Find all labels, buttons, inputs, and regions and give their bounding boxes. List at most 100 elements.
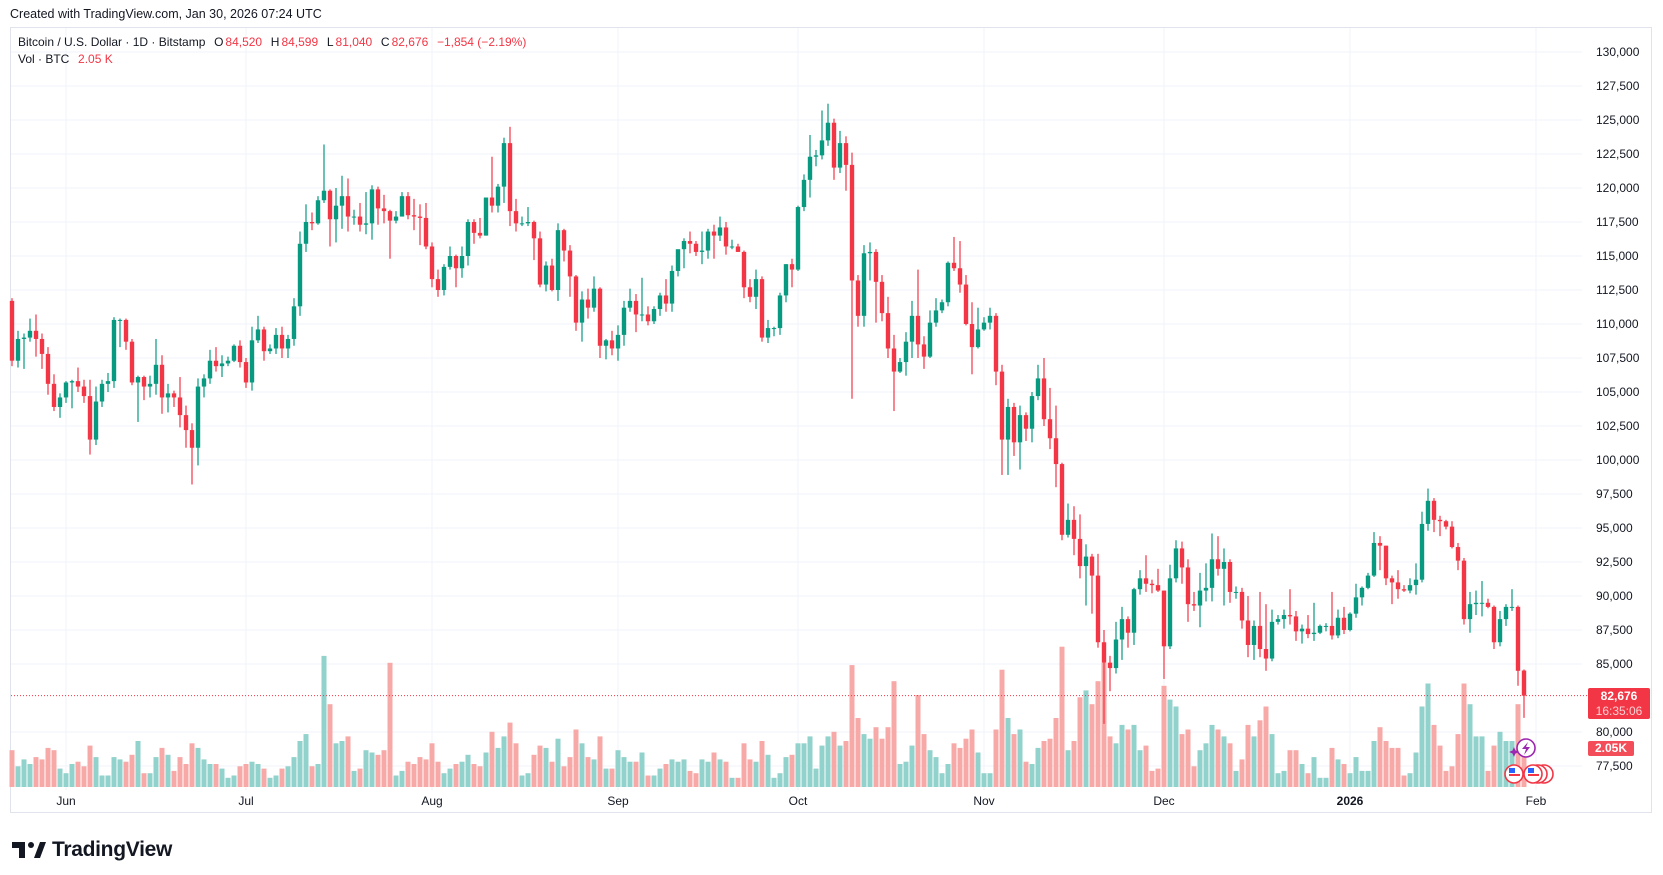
candle <box>1383 545 1389 586</box>
candle-body <box>753 279 759 297</box>
candle <box>1059 462 1065 541</box>
volume-bar <box>777 773 783 787</box>
candle-body <box>885 313 891 349</box>
candle-body <box>627 300 633 308</box>
grid <box>11 28 1582 790</box>
candle <box>135 375 141 422</box>
candle <box>51 374 57 412</box>
candle <box>273 328 279 354</box>
candle <box>639 277 645 322</box>
volume-bar <box>1329 747 1335 787</box>
candle <box>1209 533 1215 602</box>
candle <box>1251 620 1257 660</box>
candle-body <box>843 143 849 165</box>
volume-bar <box>1503 741 1509 787</box>
candle <box>255 315 261 344</box>
volume-bar <box>849 665 855 787</box>
symbol-title[interactable]: Bitcoin / U.S. Dollar · 1D · Bitstamp <box>18 35 206 49</box>
volume-bar <box>621 757 627 787</box>
candle-body <box>867 251 873 254</box>
volume-bar <box>1167 699 1173 787</box>
candle-body <box>477 232 483 236</box>
candle-body <box>1071 519 1077 539</box>
candle-body <box>1113 639 1119 669</box>
candle-body <box>591 288 597 308</box>
volume-bar <box>105 775 111 787</box>
candle <box>615 325 621 361</box>
volume-title[interactable]: Vol · BTC <box>18 52 70 66</box>
volume-bar <box>1215 729 1221 787</box>
volume-bar <box>1401 775 1407 787</box>
volume-bar <box>1467 704 1473 787</box>
candle-body <box>1299 628 1305 632</box>
candle <box>1419 511 1425 583</box>
time-tick-label: Sep <box>607 794 629 808</box>
candle-body <box>669 270 675 304</box>
created-with-caption: Created with TradingView.com, Jan 30, 20… <box>10 7 322 21</box>
candle-body <box>39 338 45 354</box>
candle-body <box>597 288 603 346</box>
logo-text: TradingView <box>52 838 173 861</box>
volume-bar <box>483 752 489 787</box>
candle-body <box>1107 662 1113 669</box>
candle-body <box>795 207 801 270</box>
candle <box>909 300 915 358</box>
candle <box>453 254 459 288</box>
volume-bar <box>591 759 597 787</box>
volume-bar <box>1017 729 1023 787</box>
candle <box>1281 609 1287 629</box>
candle <box>837 130 843 174</box>
candle <box>1011 402 1017 456</box>
candle <box>567 245 573 297</box>
tradingview-logo[interactable]: TradingView <box>12 838 172 862</box>
candle-body <box>189 430 195 448</box>
candle <box>609 330 615 356</box>
candle <box>93 386 99 446</box>
candle <box>621 300 627 346</box>
candle <box>969 302 975 375</box>
candle <box>1041 358 1047 426</box>
candle <box>363 192 369 235</box>
volume-bar <box>1071 741 1077 787</box>
volume-bar <box>1209 724 1215 787</box>
volume-bar <box>117 759 123 787</box>
candle-body <box>1479 602 1485 604</box>
candle-body <box>471 222 477 233</box>
candle <box>633 294 639 333</box>
candle <box>531 220 537 261</box>
candle <box>957 241 963 293</box>
volume-bar <box>315 764 321 787</box>
volume-bar <box>981 773 987 787</box>
candle-body <box>771 328 777 330</box>
volume-bar <box>711 752 717 787</box>
volume-bar <box>1125 729 1131 787</box>
candle <box>117 318 123 348</box>
candle <box>1089 553 1095 614</box>
candle <box>417 204 423 246</box>
candle-body <box>1515 606 1521 671</box>
candle <box>675 249 681 277</box>
candle-body <box>333 205 339 220</box>
candle-body <box>1209 559 1215 588</box>
lightning-glyph-icon <box>1522 742 1530 755</box>
volume-bar <box>519 775 525 787</box>
candle <box>855 275 861 327</box>
volume-bar <box>1491 745 1497 787</box>
candle <box>1035 364 1041 401</box>
candle-body <box>945 262 951 303</box>
candle <box>489 156 495 213</box>
volume-bar <box>1107 736 1113 787</box>
candle <box>171 390 177 407</box>
candle-body <box>1221 562 1227 569</box>
candle-body <box>1317 625 1323 633</box>
candle-body <box>141 377 147 387</box>
candle-body <box>909 315 915 342</box>
volume-bar <box>1059 646 1065 787</box>
candle-body <box>1029 396 1035 429</box>
volume-bar <box>747 759 753 787</box>
bar-countdown: 16:35:06 <box>1595 704 1643 718</box>
volume-bar <box>279 768 285 787</box>
volume-bar <box>1521 739 1527 787</box>
candle-body <box>1353 597 1359 614</box>
